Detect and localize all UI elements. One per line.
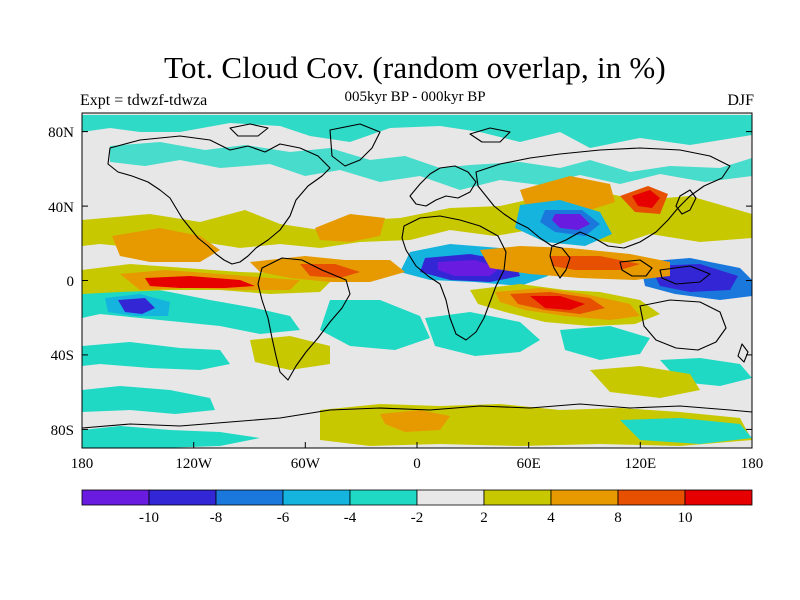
colorbar-label: -2: [411, 510, 424, 526]
colorbar-label: -4: [344, 510, 357, 526]
colorbar-label: 10: [678, 510, 693, 526]
colorbar-box: [684, 489, 753, 506]
lon-label: 180: [741, 456, 764, 472]
colorbar-box: [215, 489, 284, 506]
colorbar-box: [349, 489, 418, 506]
lat-label: 0: [67, 274, 75, 290]
lon-tick-marks: [81, 442, 753, 448]
colorbar-box: [81, 489, 150, 506]
colorbar-box: [617, 489, 686, 506]
season-label: DJF: [727, 92, 754, 109]
lat-tick-marks: [82, 131, 752, 430]
colorbar-box: [550, 489, 619, 506]
colorbar-label: 2: [480, 510, 488, 526]
colorbar-label: -8: [210, 510, 223, 526]
colorbar-label: -10: [139, 510, 159, 526]
colorbar-label: 8: [614, 510, 622, 526]
colorbar: -10 -8 -6 -4 -2 2 4 8 10: [81, 489, 753, 526]
colorbar-label: -6: [277, 510, 290, 526]
lon-label: 0: [413, 456, 421, 472]
map-title: Tot. Cloud Cov. (random overlap, in %): [164, 50, 666, 85]
lat-label: 80S: [51, 423, 74, 439]
lon-label: 60W: [291, 456, 321, 472]
map-subtitle: 005kyr BP - 000kyr BP: [344, 89, 486, 105]
lon-label: 60E: [517, 456, 541, 472]
colorbar-label: 4: [547, 510, 555, 526]
lat-label: 40N: [48, 200, 74, 216]
lon-label: 120E: [624, 456, 656, 472]
colorbar-box: [416, 489, 485, 506]
lat-label: 80N: [48, 125, 74, 141]
anomaly-field: [82, 115, 752, 448]
colorbar-box: [282, 489, 351, 506]
experiment-label: Expt = tdwzf-tdwza: [80, 92, 208, 109]
lon-label: 180: [71, 456, 94, 472]
colorbar-box: [148, 489, 217, 506]
lat-label: 40S: [51, 348, 74, 364]
colorbar-box: [483, 489, 552, 506]
lon-label: 120W: [175, 456, 213, 472]
coastlines: [82, 123, 752, 429]
